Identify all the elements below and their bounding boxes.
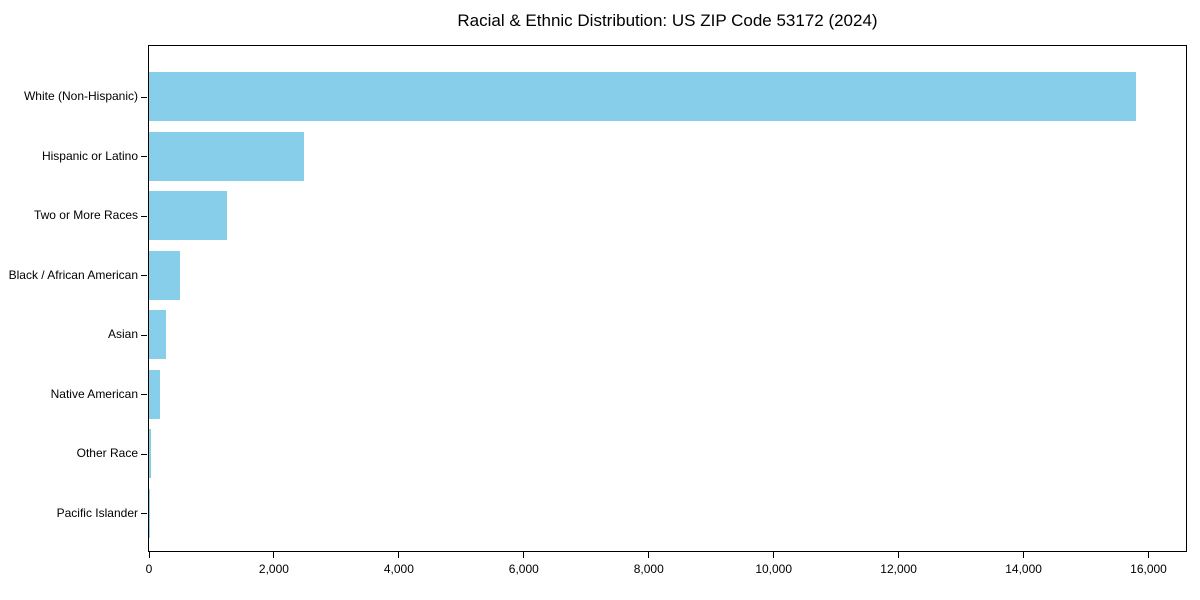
bar-two-or-more-races: [149, 191, 228, 240]
y-tick-mark: [141, 156, 147, 157]
x-tick-mark: [1023, 552, 1025, 558]
bar-hispanic-or-latino: [149, 131, 304, 181]
y-tick-label-other-race: Other Race: [76, 446, 138, 460]
x-tick-mark: [273, 552, 275, 558]
x-tick-mark: [898, 552, 900, 558]
x-tick-label-4000: 4,000: [383, 562, 414, 576]
bar-white-non-hispanic: [149, 72, 1137, 121]
x-tick-label-10000: 10,000: [755, 562, 793, 576]
x-tick-mark: [148, 552, 150, 558]
bar-other-race: [149, 429, 151, 478]
plot-area: [148, 45, 1187, 552]
y-tick-mark: [141, 453, 147, 455]
x-tick-mark: [1148, 552, 1150, 558]
y-tick-mark: [141, 513, 147, 514]
bar-asian: [149, 310, 167, 359]
x-tick-label-16000: 16,000: [1130, 562, 1167, 576]
y-tick-label-asian: Asian: [107, 327, 138, 341]
y-tick-mark: [141, 96, 147, 98]
x-tick-label-0: 0: [145, 562, 153, 576]
x-tick-mark: [398, 552, 400, 558]
x-tick-mark: [648, 552, 650, 558]
x-tick-label-2000: 2,000: [258, 562, 289, 576]
y-tick-label-pacific-islander: Pacific Islander: [56, 505, 138, 520]
x-tick-mark: [773, 552, 775, 558]
x-tick-label-6000: 6,000: [508, 562, 539, 576]
x-tick-label-12000: 12,000: [880, 562, 917, 576]
bar-native-american: [149, 369, 160, 419]
y-tick-mark: [141, 334, 147, 336]
y-tick-mark: [141, 275, 147, 276]
y-tick-label-black-african-american: Black / African American: [8, 267, 138, 282]
x-tick-label-14000: 14,000: [1005, 562, 1042, 576]
y-tick-label-hispanic-or-latino: Hispanic or Latino: [41, 148, 138, 163]
bar-pacific-islander: [149, 488, 150, 538]
bar-black-african-american: [149, 250, 181, 300]
x-tick-mark: [523, 552, 525, 558]
y-tick-label-native-american: Native American: [50, 386, 138, 401]
y-tick-mark: [141, 215, 147, 217]
y-tick-label-white-non-hispanic: White (Non-Hispanic): [23, 89, 138, 103]
y-tick-mark: [141, 394, 147, 395]
chart-title: Racial & Ethnic Distribution: US ZIP Cod…: [457, 11, 878, 30]
x-tick-label-8000: 8,000: [633, 562, 664, 576]
y-tick-label-two-or-more-races: Two or More Races: [33, 208, 138, 222]
